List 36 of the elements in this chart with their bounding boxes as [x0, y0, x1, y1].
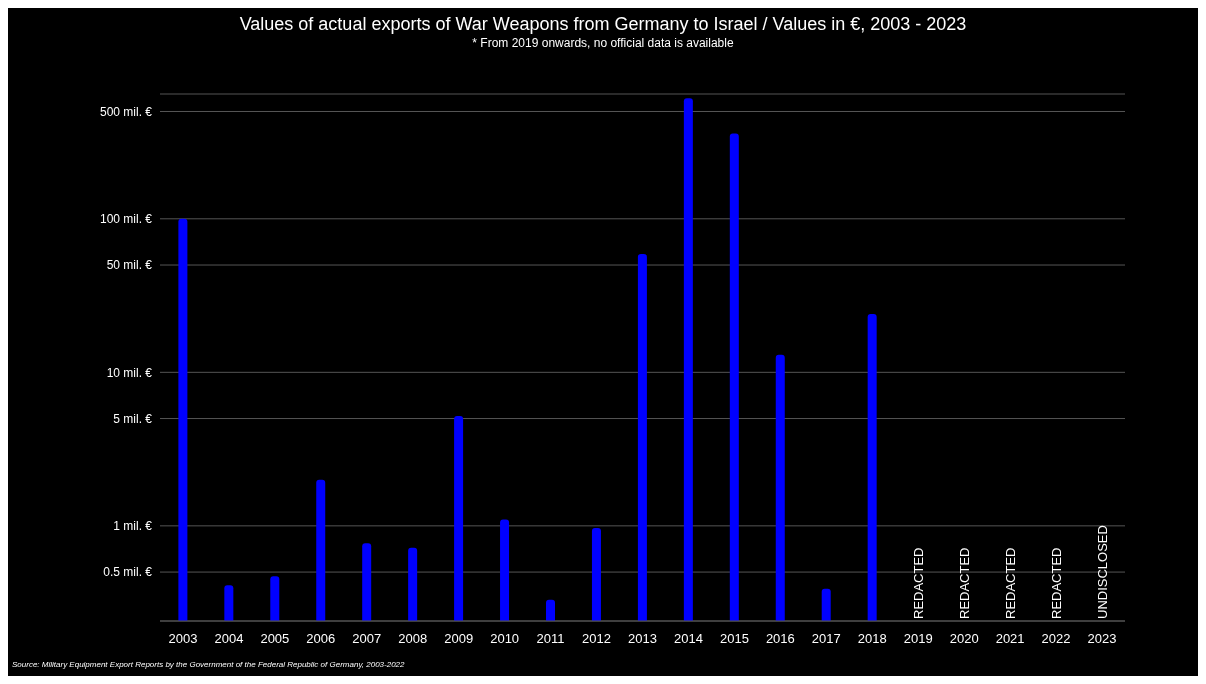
- text: REDACTED: [1049, 547, 1065, 619]
- x-tick-label: 2017: [811, 631, 841, 646]
- y-tick-label: 0.5 mil. €: [103, 565, 153, 580]
- x-tick-label: 2022: [1041, 631, 1071, 646]
- x-tick-label: 2005: [260, 631, 290, 646]
- x-tick-label: 2004: [214, 631, 244, 646]
- text: REDACTED: [1003, 547, 1019, 619]
- y-tick-label: 5 mil. €: [113, 411, 153, 426]
- x-tick-label: 2013: [628, 631, 657, 646]
- x-tick-label: 2020: [949, 631, 979, 646]
- text: REDACTED: [957, 547, 973, 619]
- x-tick-label: 2015: [719, 631, 749, 646]
- text: REDACTED: [911, 547, 927, 619]
- x-tick-label: 2009: [444, 631, 474, 646]
- chart-subtitle: * From 2019 onwards, no official data is available: [471, 36, 735, 50]
- x-tick-label: 2016: [765, 631, 795, 646]
- x-tick-label: 2019: [903, 631, 933, 646]
- chart-title: Values of actual exports of War Weapons from Germany to Israel / Values in €, 2003 - 2023: [238, 14, 968, 35]
- y-tick-label: 100 mil. €: [99, 212, 153, 227]
- x-tick-label: 2006: [306, 631, 336, 646]
- x-tick-label: 2003: [168, 631, 198, 646]
- x-tick-label: 2014: [673, 631, 703, 646]
- x-tick-label: 2008: [398, 631, 428, 646]
- y-tick-label: 10 mil. €: [106, 365, 153, 380]
- x-tick-label: 2007: [352, 631, 382, 646]
- y-tick-label: 50 mil. €: [106, 258, 153, 273]
- source-note: Source: Military Equipment Export Reports by the Government of the Federal Republic of Germany, 2003-2022: [12, 660, 405, 669]
- x-tick-label: 2018: [857, 631, 887, 646]
- x-tick-label: 2011: [536, 631, 565, 646]
- x-tick-label: 2023: [1087, 631, 1117, 646]
- x-tick-label: 2012: [582, 631, 612, 646]
- x-tick-label: 2010: [490, 631, 520, 646]
- y-tick-label: 1 mil. €: [113, 519, 153, 534]
- x-tick-label: 2021: [995, 631, 1025, 646]
- text: UNDISCLOSED: [1095, 525, 1111, 619]
- y-tick-label: 500 mil. €: [99, 104, 153, 119]
